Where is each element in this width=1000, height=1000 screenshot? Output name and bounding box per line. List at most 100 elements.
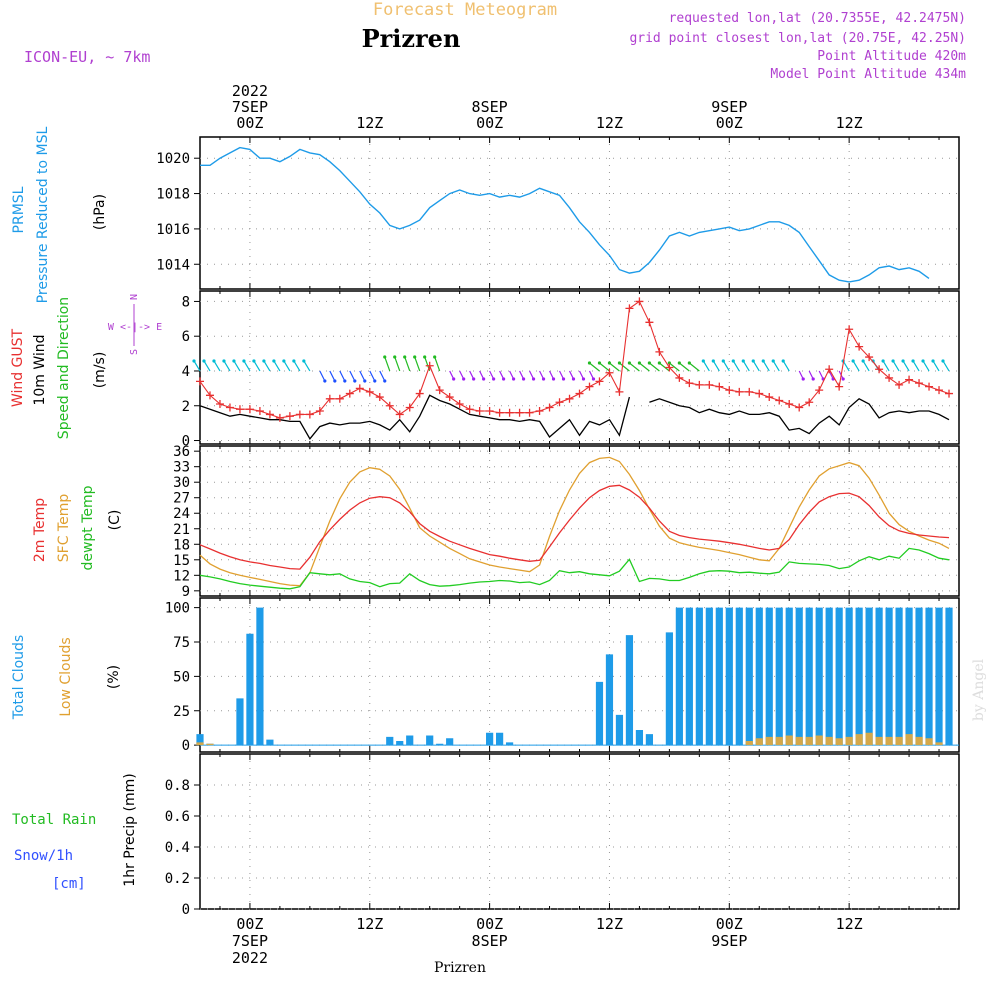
wind-direction-arrow — [629, 362, 640, 372]
wind-gust-marker — [525, 408, 534, 417]
bottom-time-label: 00Z — [476, 915, 503, 933]
total-cloud-bar — [486, 732, 494, 746]
wind-direction-arrow-head — [541, 377, 546, 381]
total-cloud-bar — [645, 734, 654, 746]
low-cloud-bar — [875, 736, 883, 746]
wind-direction-arrow — [379, 370, 386, 382]
wind-direction-arrow — [243, 360, 251, 372]
total-cloud-bar — [675, 607, 683, 746]
chart-title: Forecast Meteogram — [373, 0, 557, 20]
ytick-label-temperature: 30 — [173, 475, 190, 491]
ytick-label-pressure: 1018 — [156, 187, 190, 203]
ytick-label-wind: 6 — [182, 329, 190, 345]
wind-gust-marker — [425, 361, 434, 370]
wind-gust-marker — [225, 403, 234, 412]
wind-direction-arrow — [213, 360, 221, 372]
ytick-label-temperature: 15 — [173, 553, 190, 569]
wind-direction-arrow — [862, 360, 870, 372]
wind-gust-marker — [565, 394, 574, 403]
wind-gust-marker — [595, 377, 604, 386]
total-cloud-bar — [745, 607, 753, 746]
compass-west-east: W <-|-> E — [108, 322, 162, 333]
wind-gust-marker — [355, 384, 364, 393]
wind-direction-arrow — [892, 360, 900, 372]
bottom-time-label: 7SEP — [232, 932, 268, 950]
wind-gust-marker — [825, 365, 834, 374]
wind-direction-arrow — [319, 370, 326, 382]
total-cloud-bar — [915, 607, 923, 746]
sfc-temp-line — [199, 456, 950, 587]
wind-direction-arrow-head — [741, 359, 745, 363]
wind-direction-arrow — [619, 362, 630, 372]
wind-gust-marker — [485, 406, 494, 415]
total-cloud-bar — [735, 607, 743, 746]
info-line-3: Point Altitude 420m — [817, 49, 966, 64]
wind-gust-marker — [505, 408, 514, 417]
bottom-location: Prizren — [434, 960, 486, 976]
top-time-label: 9SEP — [711, 98, 747, 116]
wind-direction-arrow — [922, 360, 930, 372]
wind-direction-arrow-head — [192, 359, 196, 363]
wind-direction-arrow — [639, 362, 650, 372]
total-cloud-bar — [266, 739, 274, 746]
wind-direction-arrow-head — [617, 361, 622, 365]
wind-direction-arrow-head — [931, 359, 935, 363]
wind-gust-marker — [375, 393, 384, 402]
wind-direction-arrow-head — [373, 379, 377, 383]
ytick-label-temperature: 33 — [173, 460, 190, 476]
top-time-label: 8SEP — [472, 98, 508, 116]
wind-gust-marker — [885, 373, 894, 382]
low-cloud-bar — [865, 732, 873, 746]
precip-unit: 1hr Precip (mm) — [122, 773, 138, 886]
low-cloud-bar — [206, 743, 214, 746]
wind-gust-marker — [895, 380, 904, 389]
wind-direction-arrow-head — [531, 377, 536, 381]
wind-gust-marker — [875, 365, 884, 374]
wind-direction-arrow-head — [627, 361, 632, 365]
wind-direction-arrow-head — [333, 379, 337, 383]
low-cloud-bar — [825, 736, 833, 746]
wind-gust-marker — [325, 394, 334, 403]
panel-frame-precipitation — [199, 753, 960, 910]
location-title: Prizren — [362, 24, 461, 53]
total-cloud-bar — [396, 741, 404, 746]
total-cloud-bar — [855, 607, 863, 746]
wind-direction-arrow-head — [811, 377, 815, 381]
wind-gust-marker — [405, 403, 414, 412]
wind-direction-arrow-head — [751, 359, 755, 363]
wind-gust-marker — [625, 304, 634, 313]
wind-gust-marker — [295, 410, 304, 419]
total-cloud-bar — [595, 681, 604, 746]
wind-gust-marker — [615, 387, 624, 396]
wind-gust-marker — [345, 389, 354, 398]
wind-direction-arrow-head — [222, 359, 226, 363]
ytick-label-clouds: 0 — [182, 738, 190, 754]
low-cloud-bar — [905, 734, 913, 746]
ytick-label-pressure: 1016 — [156, 222, 190, 238]
total-cloud-bar — [785, 607, 793, 746]
wind-gust-marker — [705, 380, 714, 389]
wind-gust-marker — [555, 398, 564, 407]
low-cloud-bar — [815, 735, 823, 746]
wind-direction-arrow-head — [801, 377, 805, 381]
top-time-label: 00Z — [236, 114, 263, 132]
wind-direction-arrow-head — [511, 377, 516, 381]
wind-direction-arrow-head — [561, 377, 566, 381]
bottom-time-label: 00Z — [716, 915, 743, 933]
wind-direction-arrow — [609, 362, 620, 372]
total-cloud-bar — [625, 635, 634, 746]
wind-direction-arrow — [359, 370, 366, 382]
wind-gust-marker — [255, 406, 264, 415]
temp-label-2m: 2m Temp — [32, 498, 48, 562]
precip-labels: Total Rain Snow/1h [cm] 1hr Precip (mm) — [12, 773, 138, 892]
ytick-label-precipitation: 0.8 — [165, 778, 190, 794]
low-cloud-bar — [935, 742, 943, 746]
credit-label: by Angel — [971, 658, 987, 721]
wind-direction-arrow — [329, 370, 336, 382]
wind-direction-arrow — [339, 370, 346, 382]
wind-gust-marker — [855, 342, 864, 351]
wind-gust-marker — [365, 387, 374, 396]
total-cloud-bar — [935, 607, 943, 746]
total-cloud-bar — [895, 607, 903, 746]
top-time-label: 12Z — [356, 114, 383, 132]
